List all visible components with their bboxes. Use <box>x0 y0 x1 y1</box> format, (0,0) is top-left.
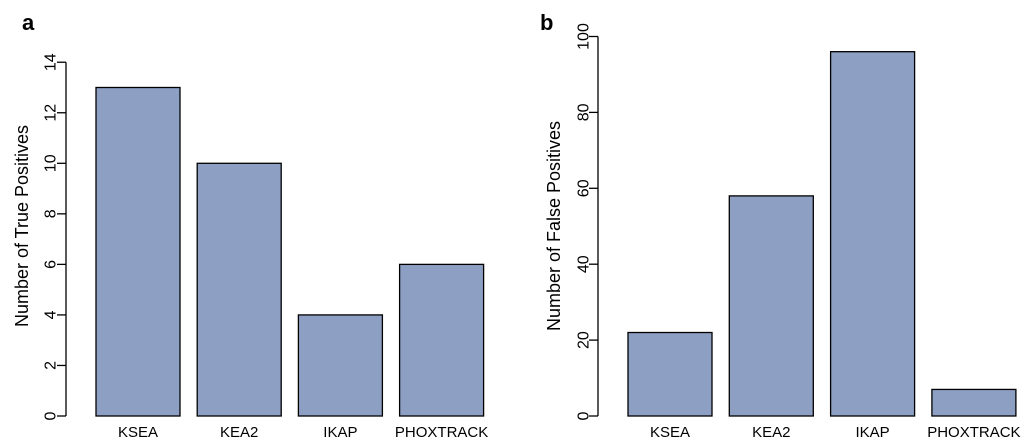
panel-a-y-tick-label: 0 <box>43 411 60 420</box>
panel-a-y-tick-label: 12 <box>43 104 60 122</box>
panel-b-y-tick-label: 0 <box>576 411 593 420</box>
panel-b-y-tick-label: 100 <box>576 23 593 50</box>
panel-a-bars <box>95 86 485 417</box>
panel-a-bar-ikap <box>297 314 384 417</box>
panel-a-y-tick-label: 10 <box>43 154 60 172</box>
panel-a-y-tick-label: 14 <box>43 53 60 71</box>
panel-a-bar-phoxtrack <box>398 263 485 417</box>
panel-b-bar-phoxtrack <box>931 388 1017 417</box>
panel-b-bar-kea2 <box>728 195 814 417</box>
panel-b-category-label: KEA2 <box>752 424 790 441</box>
panel-a-category-label: IKAP <box>323 424 357 441</box>
panel-a-y-tick-label: 2 <box>43 361 60 370</box>
panel-b-y-tick-label: 20 <box>576 331 593 349</box>
panel-a-y-tick-label: 8 <box>43 209 60 218</box>
panel-a-category-label: KEA2 <box>220 424 258 441</box>
panel-b-y-tick-label: 60 <box>576 179 593 197</box>
panel-a-category-label: PHOXTRACK <box>395 424 488 441</box>
panel-a-y-axis: 0 2 4 6 8 10 12 14 <box>43 53 67 420</box>
panel-a-category-label: KSEA <box>118 424 158 441</box>
panel-b-y-tick-label: 80 <box>576 103 593 121</box>
panel-b-y-axis-title: Number of False Positives <box>544 121 564 331</box>
panel-a-true-positives-chart: a Number of True Positives 0 2 4 6 8 10 12 14 K… <box>12 10 488 441</box>
panel-b-category-label: PHOXTRACK <box>927 424 1020 441</box>
panel-b-bar-ksea <box>627 331 713 417</box>
panel-a-y-tick-label: 4 <box>43 310 60 319</box>
panel-b-bar-ikap <box>829 51 916 417</box>
panel-a-category-labels: KSEA KEA2 IKAP PHOXTRACK <box>118 424 488 441</box>
panel-b-bars <box>627 51 1017 417</box>
panel-b-y-axis: 0 20 40 60 80 100 <box>576 23 599 420</box>
panel-a-bar-kea2 <box>196 162 282 417</box>
panel-b-category-labels: KSEA KEA2 IKAP PHOXTRACK <box>650 424 1021 441</box>
panel-b-y-tick-label: 40 <box>576 255 593 273</box>
panel-b-false-positives-chart: b Number of False Positives 0 20 40 60 80 100… <box>540 10 1021 441</box>
panel-b-category-label: KSEA <box>650 424 690 441</box>
panel-a-y-tick-label: 6 <box>43 260 60 269</box>
panel-a-y-axis-title: Number of True Positives <box>12 125 32 327</box>
panel-b-category-label: IKAP <box>856 424 890 441</box>
panel-a-label: a <box>22 10 35 35</box>
panel-b-label: b <box>540 10 553 35</box>
panel-a-bar-ksea <box>95 86 181 417</box>
